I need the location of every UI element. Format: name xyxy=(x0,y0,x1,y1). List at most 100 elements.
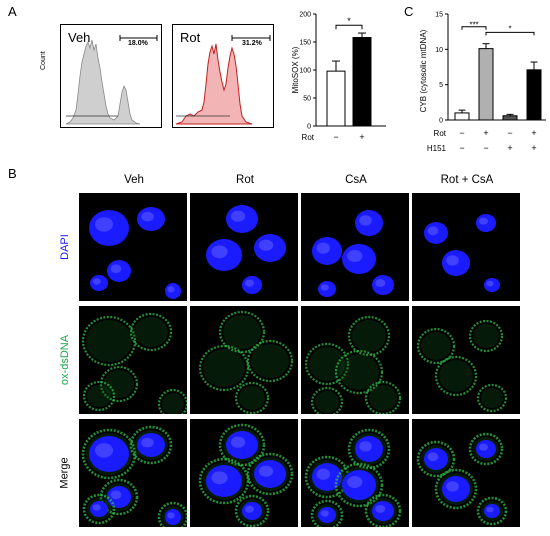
nucleus-highlight xyxy=(320,510,329,517)
cyb-bracket-2 xyxy=(485,31,535,36)
panel-b-letter: B xyxy=(8,166,17,181)
cyb-rot-sign: − xyxy=(507,128,512,138)
micrograph-ox-dsdna-veh xyxy=(79,306,187,414)
mitosox-significance-bracket xyxy=(335,24,363,30)
cyb-bar-2 xyxy=(502,115,518,121)
nucleus-highlight xyxy=(320,284,329,291)
cell-membrane xyxy=(434,468,478,510)
cell-cytoplasm xyxy=(87,385,111,407)
mitosox-rot-row-label: Rot xyxy=(302,133,315,142)
micrograph-dapi-rot xyxy=(190,193,298,301)
mitosox-y-tick-label: 0 xyxy=(307,124,311,131)
cell-membrane xyxy=(347,315,391,357)
cell-cytoplasm xyxy=(339,354,379,390)
cyb-rot-sign: + xyxy=(531,128,536,138)
cell-cytoplasm xyxy=(134,317,168,347)
cell-membrane xyxy=(198,344,250,392)
nucleus-highlight xyxy=(230,210,246,222)
mitosox-bar-1 xyxy=(352,37,372,127)
nucleus-highlight xyxy=(347,476,363,488)
nucleus-highlight xyxy=(95,443,113,458)
nucleus-highlight xyxy=(167,286,175,293)
cell-membrane xyxy=(246,339,294,383)
cyb-h151-sign: − xyxy=(483,143,488,153)
cyb-y-tick-label: 0 xyxy=(439,118,443,125)
cell-membrane xyxy=(347,428,391,470)
nucleus-highlight xyxy=(110,264,122,274)
nucleus-highlight xyxy=(92,504,101,511)
cell-membrane xyxy=(234,494,270,527)
cell-cytoplasm xyxy=(481,388,503,408)
micrograph-merge-rot-csa xyxy=(412,419,520,527)
nucleus-highlight xyxy=(375,505,386,513)
cyb-significance-mark-1: *** xyxy=(469,21,478,30)
nucleus-highlight xyxy=(486,280,494,287)
nucleus-highlight xyxy=(446,481,459,492)
row-label-dapi: DAPI xyxy=(59,234,71,260)
nucleus-highlight xyxy=(92,278,101,285)
cell-membrane xyxy=(246,452,294,496)
column-header-rot-csa: Rot + CsA xyxy=(440,174,494,186)
nucleus-highlight xyxy=(486,506,494,513)
nucleus-highlight xyxy=(211,471,228,485)
micrograph-image xyxy=(304,428,402,527)
micrograph-dapi-veh xyxy=(79,193,187,301)
nucleus-highlight xyxy=(359,441,372,452)
histogram-rot-label: Rot xyxy=(180,30,201,45)
micrograph-ox-dsdna-rot-csa xyxy=(412,306,520,414)
cell-membrane xyxy=(82,380,116,412)
cyb-rot-sign: − xyxy=(459,128,464,138)
nucleus-highlight xyxy=(427,226,439,236)
histogram-ylabel: Count xyxy=(40,51,47,70)
cyb-bracket-1 xyxy=(461,26,487,30)
cell-membrane xyxy=(364,380,402,414)
cell-cytoplasm xyxy=(239,386,265,410)
cyb-bar-3 xyxy=(526,69,542,121)
cell-cytoplasm xyxy=(223,315,261,349)
cell-cytoplasm xyxy=(352,320,386,352)
cell-membrane xyxy=(198,457,250,505)
micrograph-dapi-rot-csa xyxy=(412,193,520,301)
cell-membrane xyxy=(476,383,508,413)
histogram-rot: Rot 31.2% xyxy=(172,24,274,130)
histogram-veh-percent: 18.0% xyxy=(128,40,148,47)
nucleus-highlight xyxy=(479,217,488,225)
nucleus-highlight xyxy=(230,436,246,448)
histogram-veh-label: Veh xyxy=(68,30,91,45)
panel-c-letter: C xyxy=(404,4,414,19)
mitosox-x-sign: + xyxy=(359,132,364,142)
cell-membrane xyxy=(334,462,384,508)
cyb-significance-mark-2: * xyxy=(508,24,511,33)
cell-membrane xyxy=(82,493,116,525)
histogram-rot-plot xyxy=(172,24,274,130)
cell-cytoplasm xyxy=(86,320,132,362)
cyb-h151-sign: + xyxy=(507,143,512,153)
cell-membrane xyxy=(304,342,350,386)
column-header-rot: Rot xyxy=(236,174,254,186)
nucleus-highlight xyxy=(446,255,459,266)
micrograph-ox-dsdna-rot xyxy=(190,306,298,414)
micrograph-image xyxy=(304,315,402,414)
micrograph-image xyxy=(424,214,500,292)
micrograph-image xyxy=(416,432,508,526)
nucleus-highlight xyxy=(141,437,154,448)
cell-membrane xyxy=(99,365,139,403)
mitosox-y-axis-label: MitoSOX (%) xyxy=(291,46,300,93)
cell-membrane xyxy=(129,312,173,352)
cyb-bar-0 xyxy=(454,112,470,121)
cyb-h151-sign: + xyxy=(531,143,536,153)
cell-membrane xyxy=(310,499,344,527)
cell-membrane xyxy=(334,349,384,395)
micrograph-merge-veh xyxy=(79,419,187,527)
cyb-bar-1 xyxy=(478,48,494,121)
cell-membrane xyxy=(476,496,508,526)
cell-membrane xyxy=(416,440,456,478)
micrograph-ox-dsdna-csa xyxy=(301,306,409,414)
micrograph-image xyxy=(312,210,394,297)
column-header-csa: CsA xyxy=(345,174,367,186)
cell-cytoplasm xyxy=(421,332,451,360)
mitosox-y-tick-label: 200 xyxy=(299,12,311,19)
cell-membrane xyxy=(468,319,504,353)
cyb-y-tick-label: 15 xyxy=(435,12,443,19)
nucleus-highlight xyxy=(316,468,330,480)
